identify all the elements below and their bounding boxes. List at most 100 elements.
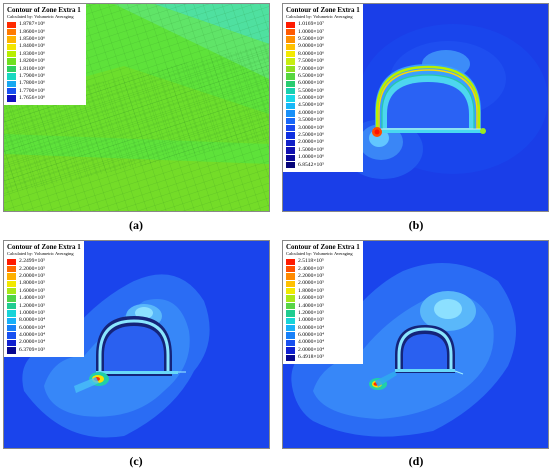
legend-title: Contour of Zone Extra 1 <box>286 243 360 251</box>
legend-entry: 1.6000×10⁵ <box>7 288 81 295</box>
legend-value: 1.8787×10⁶ <box>19 21 46 28</box>
legend-entry: 4.0000×10⁶ <box>286 110 360 117</box>
legend-swatch <box>286 332 295 339</box>
legend-value: 1.8100×10⁶ <box>19 65 46 72</box>
legend-swatch <box>286 80 295 88</box>
legend-value: 6.4918×10³ <box>298 354 324 361</box>
legend-entry: 6.0000×10⁶ <box>286 80 360 88</box>
legend-value: 6.5000×10⁶ <box>298 72 325 79</box>
legend-swatch <box>286 110 295 117</box>
legend-value: 5.5000×10⁶ <box>298 87 325 94</box>
legend-value: 1.2000×10⁵ <box>19 302 46 309</box>
legend-entry: 1.7800×10⁶ <box>7 80 83 88</box>
legend-swatch <box>7 28 16 36</box>
legend-entry: 6.5000×10⁶ <box>286 73 360 80</box>
legend-swatch <box>286 339 295 347</box>
corner-stress-concentration <box>374 129 380 135</box>
caption-b: (b) <box>408 218 424 232</box>
legend-swatch <box>286 51 295 58</box>
legend-entry: 1.2000×10⁵ <box>286 310 360 317</box>
legend-entry: 1.0000×10⁵ <box>7 310 81 317</box>
legend-value: 1.8300×10⁶ <box>19 50 46 57</box>
legend-value: 1.8000×10⁵ <box>19 280 46 287</box>
legend-entry: 1.4000×10⁵ <box>286 302 360 310</box>
legend-value: 1.6000×10⁵ <box>298 295 325 302</box>
legend-value: 1.6000×10⁵ <box>19 287 46 294</box>
legend-entry: 9.5000×10⁶ <box>286 36 360 43</box>
legend-entry: 1.7900×10⁶ <box>7 73 83 80</box>
legend-swatch <box>286 273 295 280</box>
legend-value: 6.8542×10⁵ <box>298 161 325 168</box>
legend-value: 1.8200×10⁶ <box>19 58 46 65</box>
legend-entry: 2.0000×10⁴ <box>7 339 81 347</box>
legend-title: Contour of Zone Extra 1 <box>7 243 81 251</box>
legend-swatch <box>286 147 295 154</box>
panel-a-contour-plot: Contour of Zone Extra 1 Calculated by: V… <box>3 3 270 212</box>
panel-d-contour-plot: Contour of Zone Extra 1 Calculated by: V… <box>282 240 549 449</box>
legend-swatch <box>286 265 295 273</box>
legend-swatch <box>286 354 295 361</box>
legend-entry: 2.0000×10⁵ <box>286 280 360 288</box>
legend-value: 1.7700×10⁶ <box>19 87 46 94</box>
legend-value: 9.5000×10⁶ <box>298 35 325 42</box>
legend-swatch <box>286 88 295 95</box>
legend-entry: 6.3709×10³ <box>7 347 81 354</box>
tunnel-invert <box>373 129 485 133</box>
legend-swatch <box>286 317 295 325</box>
legend-value: 8.0000×10⁴ <box>298 324 325 331</box>
legend-value: 1.0000×10⁶ <box>298 154 325 161</box>
legend-entry: 1.0000×10⁶ <box>286 154 360 161</box>
legend-title: Contour of Zone Extra 1 <box>7 6 81 14</box>
legend-c: Contour of Zone Extra 1 Calculated by: V… <box>4 241 84 358</box>
legend-entry: 7.5000×10⁶ <box>286 58 360 65</box>
legend-swatch <box>7 21 16 28</box>
legend-entry: 5.0000×10⁶ <box>286 95 360 102</box>
legend-entry: 1.4000×10⁵ <box>7 295 81 302</box>
legend-entry: 1.8600×10⁶ <box>7 28 83 36</box>
legend-entry: 8.0000×10⁶ <box>286 51 360 58</box>
legend-swatch <box>7 95 16 102</box>
legend-entry: 2.5000×10⁶ <box>286 132 360 139</box>
legend-entry: 2.4000×10⁵ <box>286 265 360 273</box>
legend-swatch <box>286 295 295 302</box>
legend-entry: 1.8000×10⁵ <box>7 280 81 288</box>
legend-entry: 1.7656×10⁶ <box>7 95 83 102</box>
legend-entry: 3.5000×10⁶ <box>286 117 360 124</box>
legend-swatch <box>286 161 295 169</box>
legend-entries: 1.0169×10⁷ 1.0000×10⁷ 9.5000×10⁶ 9.0000×10⁶… <box>286 21 360 169</box>
legend-entry: 1.8787×10⁶ <box>7 21 83 28</box>
legend-swatch <box>7 80 16 88</box>
legend-value: 1.8600×10⁶ <box>19 28 46 35</box>
legend-a: Contour of Zone Extra 1 Calculated by: V… <box>4 4 86 106</box>
legend-swatch <box>7 273 16 280</box>
legend-entry: 2.2000×10⁵ <box>286 273 360 280</box>
legend-swatch <box>7 347 16 354</box>
legend-swatch <box>286 95 295 102</box>
legend-entry: 4.0000×10⁴ <box>286 339 360 347</box>
legend-swatch <box>286 21 295 28</box>
legend-entry: 1.8000×10⁵ <box>286 288 360 295</box>
caption-c: (c) <box>129 454 143 468</box>
legend-swatch <box>286 36 295 43</box>
legend-swatch <box>286 43 295 51</box>
panel-b-contour-plot: Contour of Zone Extra 1 Calculated by: V… <box>282 3 549 212</box>
legend-entry: 2.0000×10⁴ <box>286 347 360 354</box>
legend-swatch <box>7 339 16 347</box>
legend-entry: 1.7700×10⁶ <box>7 88 83 95</box>
panel-c-contour-plot: Contour of Zone Extra 1 Calculated by: V… <box>3 240 270 449</box>
legend-entry: 1.6000×10⁵ <box>286 295 360 302</box>
legend-swatch <box>7 310 16 317</box>
legend-swatch <box>7 332 16 339</box>
legend-value: 9.0000×10⁶ <box>298 43 325 50</box>
legend-value: 2.5118×10⁵ <box>298 258 324 265</box>
legend-value: 1.0000×10⁵ <box>298 317 325 324</box>
legend-subtitle: Calculated by: Volumetric Averaging <box>286 251 353 256</box>
legend-swatch <box>7 295 16 302</box>
legend-swatch <box>7 73 16 80</box>
legend-value: 1.4000×10⁵ <box>298 302 325 309</box>
legend-swatch <box>286 102 295 110</box>
legend-subtitle: Calculated by: Volumetric Averaging <box>286 14 353 19</box>
legend-entry: 1.2000×10⁵ <box>7 302 81 310</box>
legend-swatch <box>286 302 295 310</box>
legend-value: 5.0000×10⁶ <box>298 95 325 102</box>
